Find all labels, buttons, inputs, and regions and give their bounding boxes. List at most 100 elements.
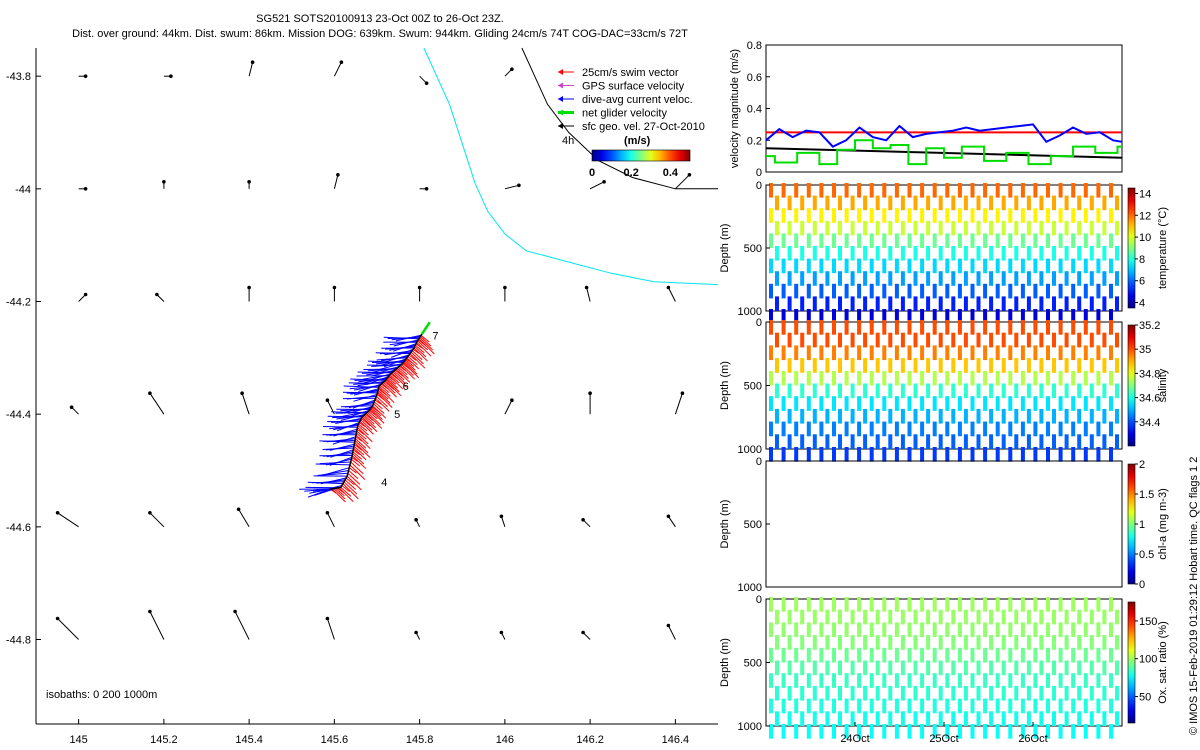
- profile-sample: [825, 195, 830, 211]
- profile-sample: [882, 421, 887, 437]
- geo-vector-arrow: [163, 74, 173, 78]
- profile-sample: [800, 332, 805, 348]
- profile-sample: [1109, 396, 1113, 411]
- profile-sample: [1115, 296, 1119, 311]
- profile-sample: [850, 635, 855, 650]
- profile-sample: [1046, 233, 1050, 248]
- map-x-tick-label: 145.6: [321, 734, 349, 746]
- profile-sample: [806, 283, 811, 299]
- profile-sample: [857, 647, 862, 663]
- dac-vector: [352, 399, 376, 409]
- profile-sample: [970, 622, 975, 638]
- geo-vector-arrow: [414, 518, 421, 528]
- profile-sample: [1026, 383, 1031, 399]
- chla-frame: [765, 460, 1123, 588]
- profile-sample: [938, 271, 943, 286]
- profile-sample: [869, 597, 874, 612]
- profile-sample: [806, 320, 811, 335]
- glider-track: [299, 321, 435, 503]
- profile-sample: [1008, 233, 1013, 248]
- profile-sample: [800, 271, 805, 286]
- dac-vector: [348, 406, 373, 414]
- arrow-shaft: [57, 618, 79, 640]
- profile-sample: [995, 698, 1000, 714]
- map-panel: 7 6 5 4 145 145.2 145.4 145.6 145.8 146 146.2 146.4…: [6, 47, 719, 746]
- profile-sample: [769, 647, 773, 663]
- profile-sample: [1001, 332, 1006, 348]
- profile-sample: [907, 698, 912, 714]
- profile-sample: [970, 673, 975, 688]
- profile-sample: [1071, 320, 1076, 335]
- profile-sample: [1109, 345, 1113, 361]
- profile-sample: [983, 320, 988, 335]
- profile-sample: [1014, 296, 1019, 311]
- geo-vector-arrow: [504, 398, 514, 415]
- profile-sample: [1096, 283, 1101, 299]
- profile-sample: [1020, 233, 1025, 248]
- map-y-tick-label: -44.8: [6, 635, 31, 647]
- arrow-head: [666, 285, 671, 290]
- profile-sample: [1064, 296, 1069, 311]
- swim-vector: [365, 412, 383, 429]
- swim-vector: [400, 364, 416, 380]
- profile-sample: [932, 647, 937, 663]
- profile-sample: [963, 434, 968, 449]
- velocity-series-line: [766, 139, 1122, 166]
- profile-sample: [926, 685, 931, 701]
- profile-sample: [882, 258, 887, 274]
- profile-sample: [945, 597, 950, 612]
- profile-sample: [1058, 183, 1063, 198]
- profile-sample: [1046, 370, 1050, 386]
- profile-sample: [1115, 332, 1119, 348]
- profile-sample: [1096, 345, 1101, 361]
- profile-sample: [1058, 724, 1063, 739]
- profile-sample: [989, 635, 994, 650]
- profile-column: [970, 183, 981, 324]
- dac-vector: [380, 355, 408, 362]
- profile-sample: [976, 332, 981, 348]
- profile-sample: [812, 408, 817, 424]
- geo-vector-arrow: [675, 173, 692, 190]
- profile-sample: [812, 220, 817, 236]
- profile-sample: [769, 258, 773, 274]
- profile-sample: [951, 383, 956, 399]
- profile-column: [806, 597, 817, 739]
- profile-sample: [857, 208, 862, 223]
- profile-sample: [781, 320, 786, 335]
- profile-sample: [900, 296, 905, 311]
- profile-sample: [951, 660, 956, 676]
- velocity-y-tick-label: 0: [756, 167, 762, 179]
- profile-sample: [963, 408, 968, 424]
- profile-sample: [1071, 309, 1076, 324]
- profile-sample: [945, 283, 950, 299]
- profile-sample: [787, 609, 792, 625]
- profile-sample: [882, 283, 887, 299]
- profile-sample: [983, 208, 988, 223]
- profile-sample: [976, 711, 981, 726]
- profile-sample: [938, 383, 943, 399]
- profile-sample: [1020, 698, 1025, 714]
- profile-sample: [863, 383, 868, 399]
- oxygen-colorbar-label: Ox. sat. ratio (%): [1157, 621, 1169, 704]
- profile-sample: [1109, 647, 1113, 663]
- profile-sample: [1046, 622, 1050, 638]
- profile-sample: [781, 447, 786, 462]
- swim-vector: [383, 381, 396, 394]
- profile-sample: [775, 195, 779, 211]
- profile-sample: [1083, 345, 1088, 361]
- profile-sample: [863, 408, 868, 424]
- profile-sample: [1071, 622, 1076, 638]
- profile-sample: [794, 309, 799, 324]
- profile-sample: [794, 421, 799, 437]
- arrow-shaft: [589, 181, 605, 190]
- velocity-y-tick-label: 0.2: [747, 135, 762, 147]
- profile-sample: [857, 673, 862, 688]
- time-x-tick-label: 25Oct: [929, 733, 958, 745]
- profile-sample: [1083, 698, 1088, 714]
- profile-sample: [775, 609, 779, 625]
- profile-column: [957, 320, 968, 462]
- profile-sample: [970, 724, 975, 739]
- profile-sample: [844, 698, 849, 714]
- profile-sample: [951, 434, 956, 449]
- profile-sample: [875, 195, 880, 211]
